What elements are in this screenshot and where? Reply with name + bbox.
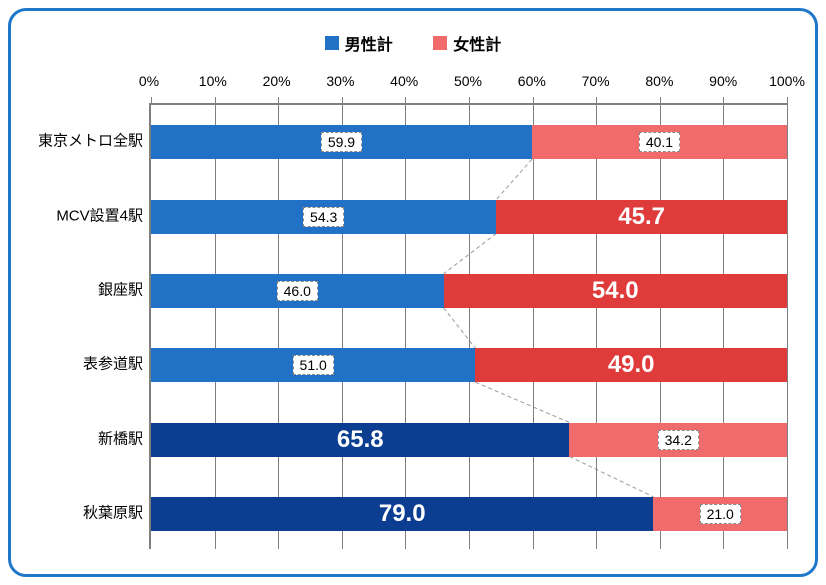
legend-item-female: 女性計 [433,31,501,55]
bar-value-female: 54.0 [592,277,639,305]
y-axis-label: 表参道駅 [83,353,143,374]
x-axis-tick: 30% [326,73,354,89]
y-axis-label: 新橋駅 [98,427,143,448]
tickmark [342,97,343,105]
bar-segment-female: 45.7 [496,200,787,234]
legend-swatch-male [325,36,339,50]
x-axis-tick: 70% [582,73,610,89]
y-axis-label: 東京メトロ全駅 [38,130,143,151]
bar-row: 51.0 49.0 [151,348,787,382]
legend-label-male: 男性計 [345,31,393,55]
x-axis-tick: 90% [709,73,737,89]
bar-segment-female: 49.0 [475,348,787,382]
bar-segment-male: 59.9 [151,125,532,159]
tickmark [723,97,724,105]
bar-row: 59.9 40.1 [151,125,787,159]
bar-segment-female: 54.0 [444,274,787,308]
bar-segment-female: 34.2 [569,423,787,457]
bar-segment-male: 65.8 [151,423,569,457]
tickmark [660,97,661,105]
x-axis-tick: 10% [199,73,227,89]
bar-value-male: 54.3 [303,207,344,227]
x-axis-tick: 60% [518,73,546,89]
tickmark [533,97,534,105]
gridline [533,105,534,549]
bar-segment-male: 79.0 [151,497,653,531]
bar-row: 54.3 45.7 [151,200,787,234]
bar-segment-male: 46.0 [151,274,444,308]
legend-label-female: 女性計 [453,31,501,55]
x-axis-tick: 20% [263,73,291,89]
bar-value-male: 46.0 [277,281,318,301]
legend-item-male: 男性計 [325,31,393,55]
bar-value-male: 65.8 [337,426,384,454]
gridline [660,105,661,549]
gridline [342,105,343,549]
x-axis: 0%10%20%30%40%50%60%70%80%90%100% [149,73,787,103]
bar-value-female: 45.7 [618,203,665,231]
bar-row: 79.0 21.0 [151,497,787,531]
legend-swatch-female [433,36,447,50]
bar-value-female: 34.2 [658,430,699,450]
tickmark [787,97,788,105]
x-axis-tick: 50% [454,73,482,89]
bar-segment-male: 54.3 [151,200,496,234]
bar-value-female: 21.0 [700,504,741,524]
bar-value-male: 51.0 [293,355,334,375]
bar-segment-male: 51.0 [151,348,475,382]
y-axis-label: 銀座駅 [98,278,143,299]
y-axis-label: MCV設置4駅 [56,204,143,225]
tickmark [405,97,406,105]
bar-value-female: 40.1 [639,132,680,152]
plot: 59.9 40.1 54.3 45.7 46.0 54.0 51.0 49.0 65.8 34.2… [149,103,787,549]
bar-segment-female: 21.0 [653,497,787,531]
legend: 男性計 女性計 [39,31,787,55]
tickmark [151,97,152,105]
chart-area: 東京メトロ全駅 MCV設置4駅銀座駅表参道駅新橋駅秋葉原駅 0% 10% 20% 30%… [39,73,787,549]
tickmark [596,97,597,105]
bar-value-male: 79.0 [379,500,426,528]
bar-row: 65.8 34.2 [151,423,787,457]
gridline [215,105,216,549]
gridline [723,105,724,549]
x-axis-tick: 100% [769,73,805,89]
tickmark [215,97,216,105]
gridline [469,105,470,549]
y-axis-label: 秋葉原駅 [83,501,143,522]
y-axis-labels: 東京メトロ全駅 MCV設置4駅銀座駅表参道駅新橋駅秋葉原駅 [39,73,149,549]
tickmark [469,97,470,105]
gridline [405,105,406,549]
chart-frame: 男性計 女性計 東京メトロ全駅 MCV設置4駅銀座駅表参道駅新橋駅秋葉原駅 0% 1… [8,8,818,577]
x-axis-tick: 80% [645,73,673,89]
gridline [278,105,279,549]
bar-row: 46.0 54.0 [151,274,787,308]
bar-value-male: 59.9 [321,132,362,152]
bar-value-female: 49.0 [608,351,655,379]
bar-segment-female: 40.1 [532,125,787,159]
plot-wrap: 0%10%20%30%40%50%60%70%80%90%100% 59.940… [149,73,787,549]
tickmark [278,97,279,105]
gridline [596,105,597,549]
gridline [787,105,788,549]
x-axis-tick: 40% [390,73,418,89]
x-axis-tick: 0% [139,73,159,89]
